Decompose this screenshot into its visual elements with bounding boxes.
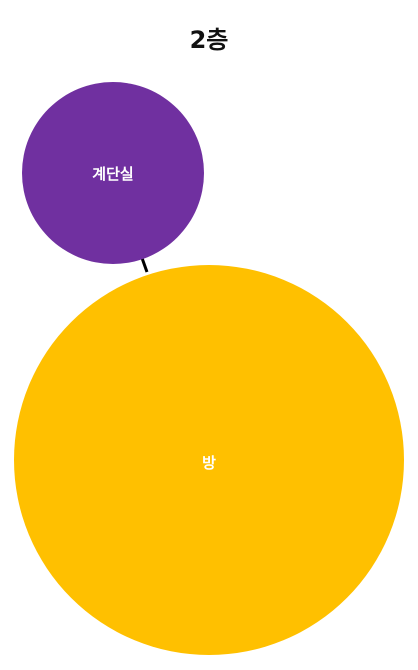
connector-edge xyxy=(140,257,149,273)
room-node[interactable] xyxy=(14,265,404,655)
stairwell-node[interactable] xyxy=(22,82,204,264)
stairwell-label: 계단실 xyxy=(92,165,133,183)
room-label: 방 xyxy=(202,454,216,472)
floor-title: 2층 xyxy=(189,26,229,54)
